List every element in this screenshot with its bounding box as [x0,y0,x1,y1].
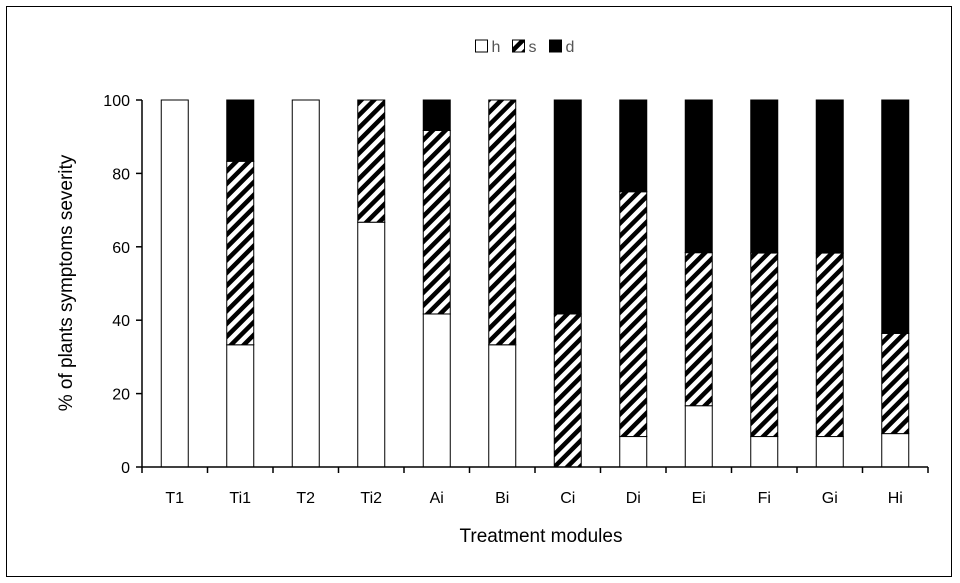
bar-Hi-d [881,99,910,334]
bar-Hi-s [881,332,910,435]
axes-group: 0 20 40 60 80 100 T1 Ti1 T2 Ti2 Ai Bi Ci Di Ei Fi Gi Hi [103,93,929,507]
x-tick-label-Ei: Ei [692,490,706,507]
bar-Ai-s [422,129,451,315]
bar-Ai-h [422,313,451,468]
bar-Ti1-s [226,160,255,346]
bar-Ai-d [422,99,451,131]
x-tick-label-Bi: Bi [495,490,509,507]
x-tick-label-T1: T1 [165,490,184,507]
bar-Di-d [619,99,648,193]
legend-swatch-s [512,39,525,53]
x-tick-label-Ci: Ci [560,490,575,507]
bar-Gi-h [815,436,844,468]
bar-Fi-h [750,436,779,468]
bar-Ti1-h [226,344,255,468]
legend-label-h: h [492,39,501,56]
bar-Ei-h [684,405,713,468]
legend-swatch-h [475,39,488,53]
legend-label-s: s [529,39,537,56]
bar-Gi-s [815,252,844,438]
x-tick-label-Ti2: Ti2 [360,490,382,507]
bar-Fi-s [750,252,779,438]
x-tick-label-Gi: Gi [822,490,838,507]
bar-Gi-d [815,99,844,254]
bar-Di-s [619,191,648,438]
y-tick-label-60: 60 [112,240,130,257]
y-tick-label-80: 80 [112,166,130,183]
bar-Fi-d [750,99,779,254]
legend-label-d: d [566,39,575,56]
x-tick-label-Hi: Hi [888,490,903,507]
bar-Bi-s [488,99,517,346]
legend-swatch-d [549,39,562,53]
bar-Ci-d [553,99,582,315]
bar-Di-h [619,436,648,468]
bars-group [160,99,910,468]
bar-Ei-s [684,252,713,407]
bar-T2-h [291,99,320,468]
bar-Hi-h [881,433,910,468]
x-tick-label-Ti1: Ti1 [229,490,251,507]
bar-Ti2-h [357,221,386,468]
y-axis-title: % of plants symptoms severity [56,154,77,411]
x-tick-label-T2: T2 [296,490,315,507]
bar-Bi-h [488,344,517,468]
x-tick-label-Fi: Fi [758,490,771,507]
y-tick-label-0: 0 [121,460,130,477]
y-tick-label-100: 100 [103,93,130,110]
bar-Ti1-d [226,99,255,162]
bar-T1-h [160,99,189,468]
y-tick-label-40: 40 [112,313,130,330]
x-axis-title: Treatment modules [460,526,623,547]
bar-Ci-s [553,313,582,468]
x-tick-label-Ai: Ai [430,490,444,507]
bar-Ti2-s [357,99,386,223]
x-tick-label-Di: Di [626,490,641,507]
y-tick-label-20: 20 [112,387,130,404]
bar-Ei-d [684,99,713,254]
